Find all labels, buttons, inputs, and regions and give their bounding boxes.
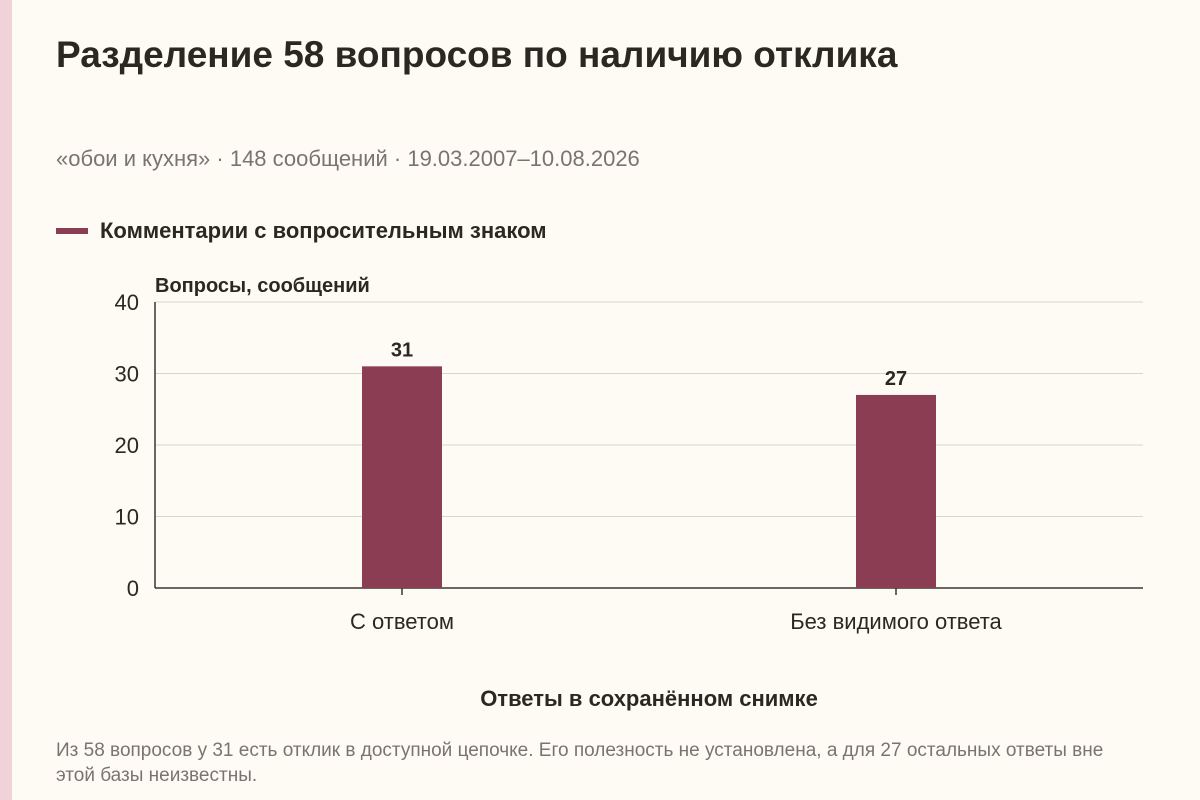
chart-subtitle: «обои и кухня» · 148 сообщений · 19.03.2… [56,146,640,171]
data-label: 27 [885,368,907,390]
y-axis-label: Вопросы, сообщений [155,275,370,297]
x-axis-label: Ответы в сохранённом снимке [480,686,818,711]
x-tick-label: Без видимого ответа [790,609,1002,634]
left-edge-strip [0,0,12,800]
footnote: Из 58 вопросов у 31 есть отклик в доступ… [56,740,1104,786]
bar [362,366,442,588]
legend-swatch [56,228,88,234]
y-tick-label: 10 [115,505,139,530]
legend: Комментарии с вопросительным знаком [56,218,547,244]
y-tick-label: 20 [115,433,139,458]
legend-label: Комментарии с вопросительным знаком [100,218,547,243]
y-tick-label: 40 [115,290,139,315]
data-label: 31 [391,339,413,361]
bar [856,394,936,588]
chart-title: Разделение 58 вопросов по наличию отклик… [56,34,898,75]
y-tick-label: 30 [115,362,139,387]
bar-chart: 0 10 20 30 40 Вопросы, сообщений 31 С ответом 27… [115,275,1143,634]
y-tick-label: 0 [127,576,139,601]
x-tick-label: С ответом [350,609,454,634]
